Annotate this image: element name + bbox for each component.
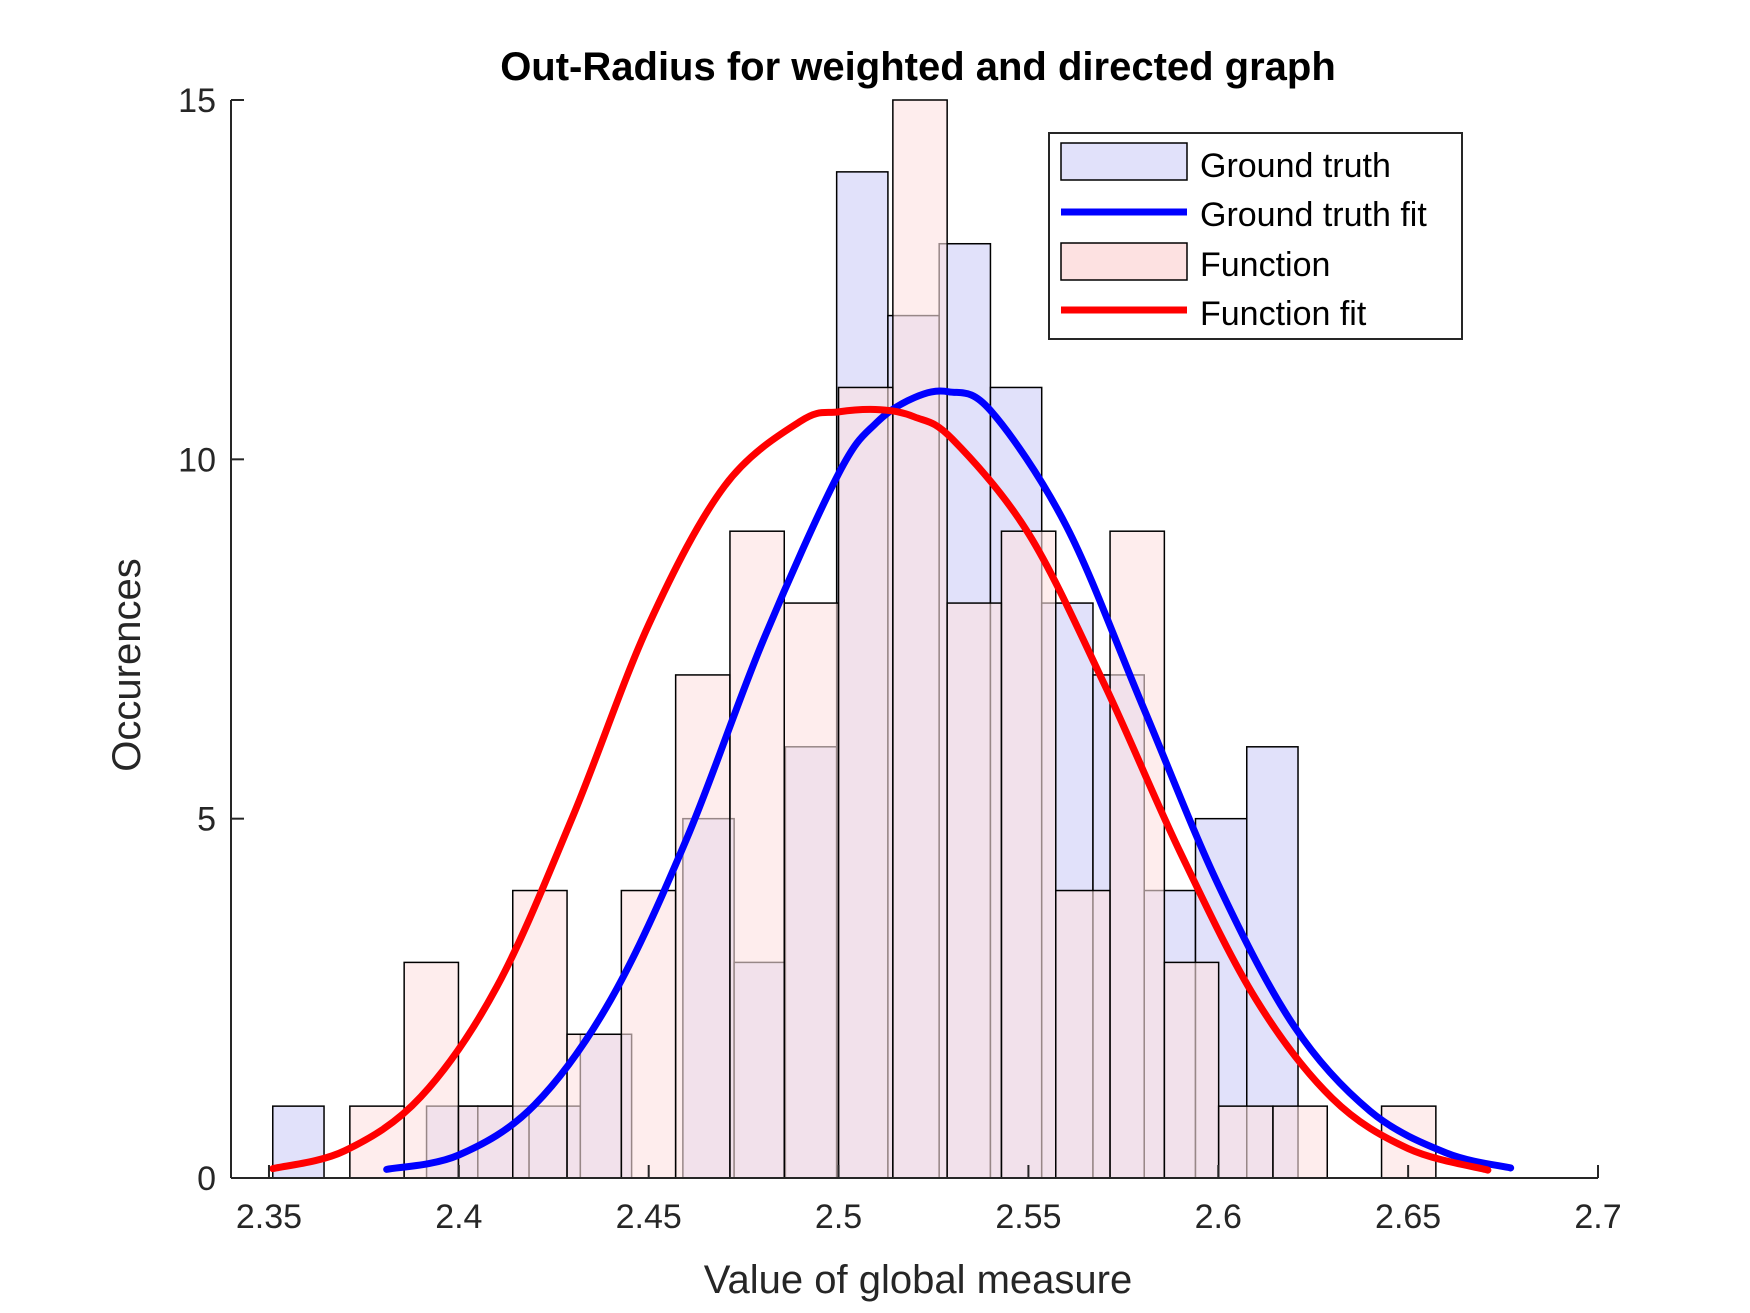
function-bar-8 xyxy=(783,602,840,1179)
function-bar-12 xyxy=(1000,530,1057,1179)
function-bar-1 xyxy=(403,961,460,1179)
function-bar-13 xyxy=(1055,889,1111,1179)
x-tick-label: 2.7 xyxy=(1574,1198,1621,1236)
legend-swatch-function xyxy=(1060,242,1188,281)
function-bar-14 xyxy=(1109,530,1166,1179)
function-bar-7 xyxy=(729,530,786,1179)
x-tick-label: 2.5 xyxy=(815,1198,862,1236)
legend: Ground truth Ground truth fit Function F… xyxy=(1048,132,1463,340)
y-tick-label: 5 xyxy=(197,801,216,839)
x-tick-label: 2.6 xyxy=(1195,1198,1242,1236)
legend-label-function-fit: Function fit xyxy=(1200,295,1367,333)
function-bar-10 xyxy=(892,99,948,1179)
function-bar-17 xyxy=(1272,1105,1329,1179)
y-tick-label: 0 xyxy=(197,1160,216,1198)
plot-area: 2.35 2.4 2.45 2.5 2.55 2.6 2.65 2.7 0 5 10 15 xyxy=(178,82,1621,1236)
x-axis-label: Value of global measure xyxy=(704,1258,1132,1302)
function-bars xyxy=(349,99,1437,1179)
chart-title: Out-Radius for weighted and directed gra… xyxy=(500,45,1336,89)
function-bar-5 xyxy=(620,889,677,1179)
x-tick-label: 2.65 xyxy=(1375,1198,1441,1236)
legend-label-function: Function xyxy=(1200,246,1330,284)
y-tick-label: 15 xyxy=(178,82,216,120)
y-tick-label: 10 xyxy=(178,441,216,479)
x-tick-label: 2.35 xyxy=(236,1198,302,1236)
function-bar-9 xyxy=(837,386,894,1179)
y-axis-ticks: 0 5 10 15 xyxy=(178,82,244,1198)
x-axis-ticks: 2.35 2.4 2.45 2.5 2.55 2.6 2.65 2.7 xyxy=(236,1165,1622,1236)
legend-swatch-ground-truth xyxy=(1060,142,1188,181)
function-bar-16 xyxy=(1217,1105,1274,1179)
x-tick-label: 2.55 xyxy=(995,1198,1061,1236)
x-tick-label: 2.45 xyxy=(616,1198,682,1236)
function-fit-line xyxy=(269,405,1492,1174)
ground-truth-fit-line xyxy=(383,387,1515,1173)
function-bar-11 xyxy=(946,602,1003,1179)
x-tick-label: 2.4 xyxy=(435,1198,482,1236)
y-axis-label: Occurences xyxy=(105,558,149,771)
function-bar-15 xyxy=(1163,961,1220,1179)
legend-label-ground-truth-fit: Ground truth fit xyxy=(1200,196,1427,234)
legend-label-ground-truth: Ground truth xyxy=(1200,147,1391,185)
